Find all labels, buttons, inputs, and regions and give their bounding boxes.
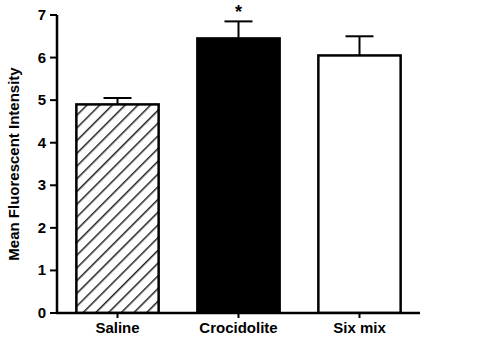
y-tick bbox=[50, 142, 57, 144]
chart-svg: 0 1 2 3 4 5 6 7 Saline Crocidolite Six mix Mean Flu… bbox=[0, 0, 500, 339]
y-tick bbox=[50, 57, 57, 59]
y-tick-label: 0 bbox=[38, 304, 46, 321]
error-stem bbox=[359, 36, 361, 55]
y-tick-label: 1 bbox=[38, 261, 46, 278]
bars bbox=[76, 21, 400, 313]
error-cap bbox=[104, 97, 132, 99]
y-tick-label: 4 bbox=[38, 134, 47, 151]
chart-container: 0 1 2 3 4 5 6 7 Saline Crocidolite Six mix Mean Flu… bbox=[0, 0, 500, 339]
y-tick bbox=[50, 99, 57, 101]
error-cap bbox=[346, 35, 374, 37]
x-tick bbox=[359, 313, 361, 318]
error-bar bbox=[225, 21, 253, 38]
y-tick bbox=[50, 14, 57, 16]
y-tick bbox=[50, 269, 57, 271]
x-tick-label: Saline bbox=[95, 319, 139, 336]
annotation: * bbox=[235, 2, 242, 22]
x-tick bbox=[117, 313, 119, 318]
bar bbox=[318, 55, 400, 313]
y-tick bbox=[50, 184, 57, 186]
y-tick bbox=[50, 227, 57, 229]
y-tick-label: 7 bbox=[38, 6, 46, 23]
bar bbox=[76, 104, 158, 313]
y-axis-line bbox=[56, 15, 59, 314]
error-bar bbox=[346, 36, 374, 55]
error-stem bbox=[238, 21, 240, 38]
x-tick-label: Crocidolite bbox=[199, 319, 277, 336]
y-tick bbox=[50, 312, 57, 314]
x-tick bbox=[238, 313, 240, 318]
y-tick-label: 3 bbox=[38, 176, 46, 193]
error-bar bbox=[104, 98, 132, 104]
bar bbox=[197, 38, 279, 313]
y-tick-label: 5 bbox=[38, 91, 46, 108]
y-tick-label: 2 bbox=[38, 219, 46, 236]
y-tick-label: 6 bbox=[38, 49, 46, 66]
x-tick-label: Six mix bbox=[333, 319, 386, 336]
y-axis-label: Mean Fluorescent Intensity bbox=[5, 67, 22, 261]
